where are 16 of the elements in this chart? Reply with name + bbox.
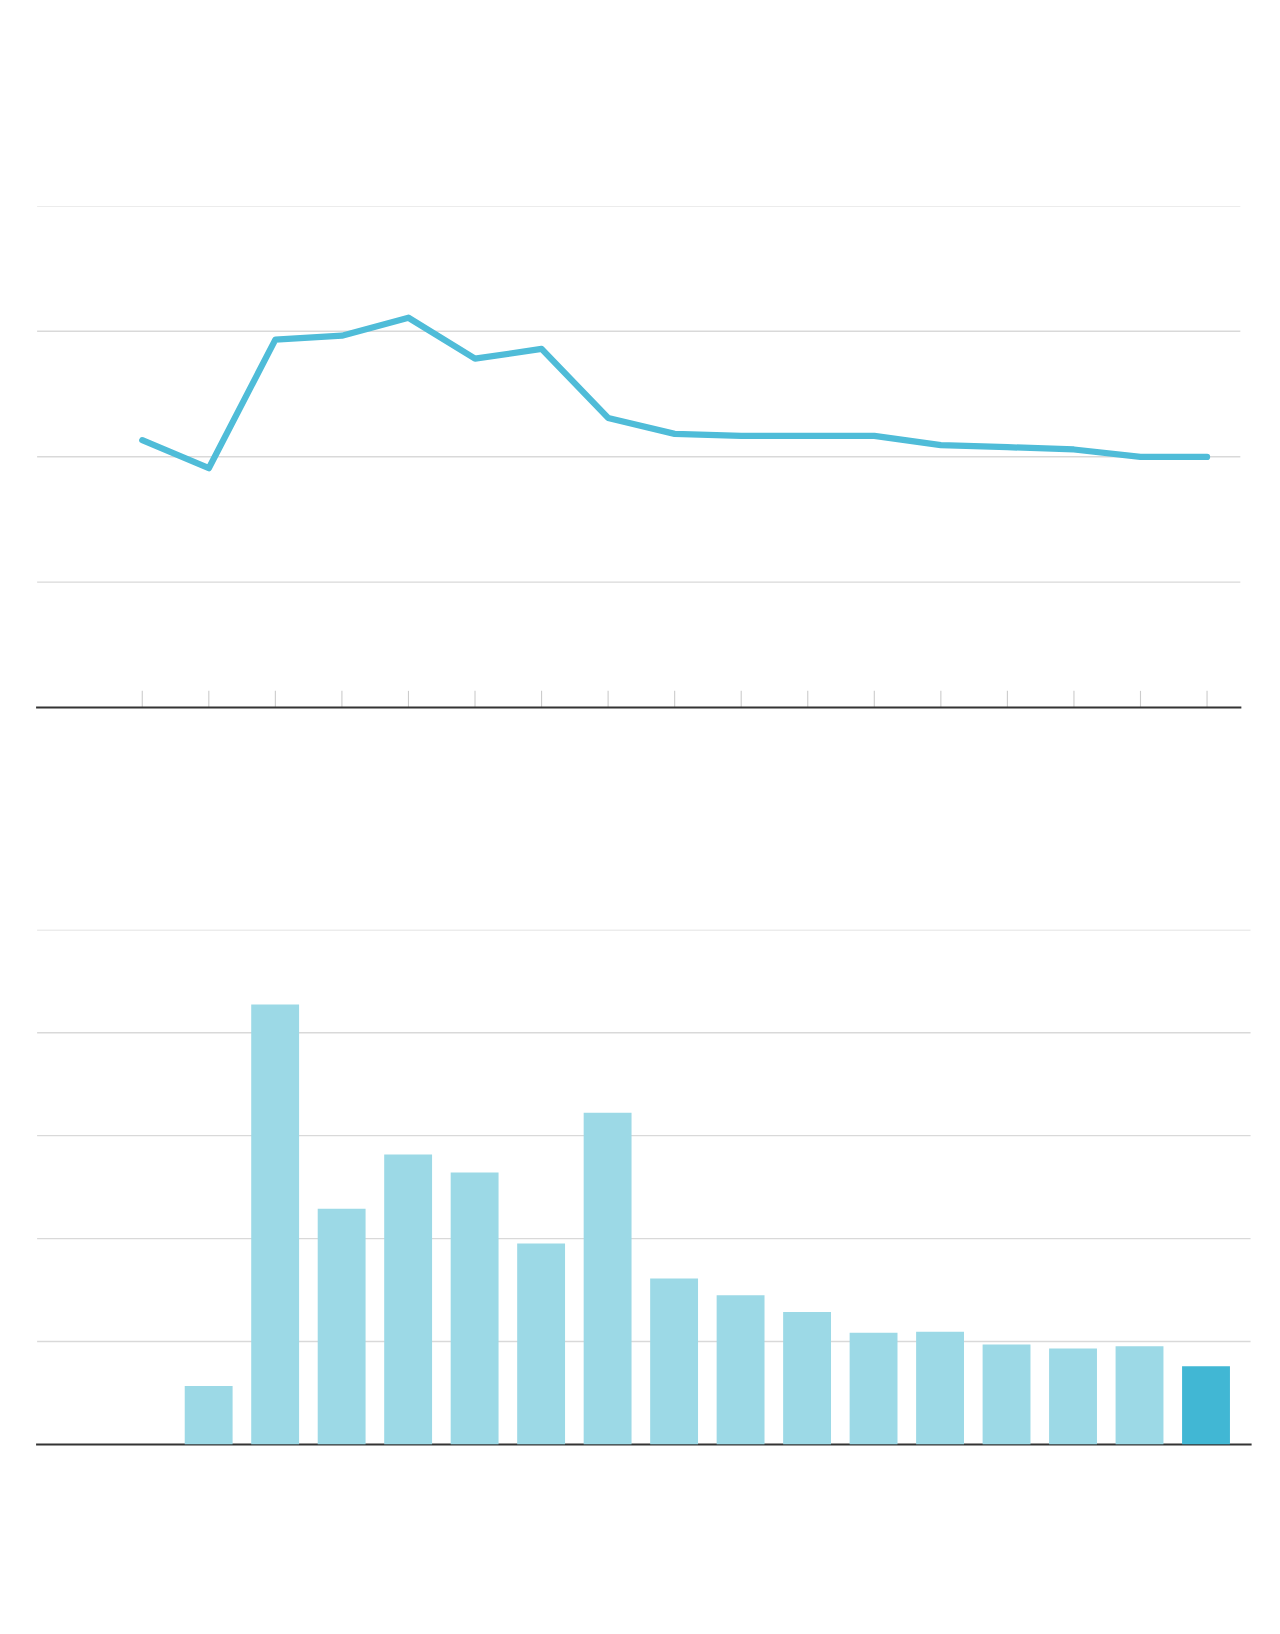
bar xyxy=(716,1295,765,1445)
bar xyxy=(384,1154,433,1445)
bar xyxy=(583,1112,632,1445)
bar xyxy=(184,1385,233,1445)
bar xyxy=(783,1312,832,1445)
bar xyxy=(1049,1348,1097,1445)
bar xyxy=(1182,1366,1230,1445)
bar xyxy=(650,1278,699,1445)
bar xyxy=(517,1243,566,1445)
bar xyxy=(317,1208,366,1445)
bar xyxy=(916,1331,964,1445)
bar xyxy=(450,1172,499,1445)
bar xyxy=(1115,1346,1164,1445)
bar xyxy=(849,1332,898,1445)
bar xyxy=(251,1004,300,1445)
bar xyxy=(982,1344,1031,1445)
